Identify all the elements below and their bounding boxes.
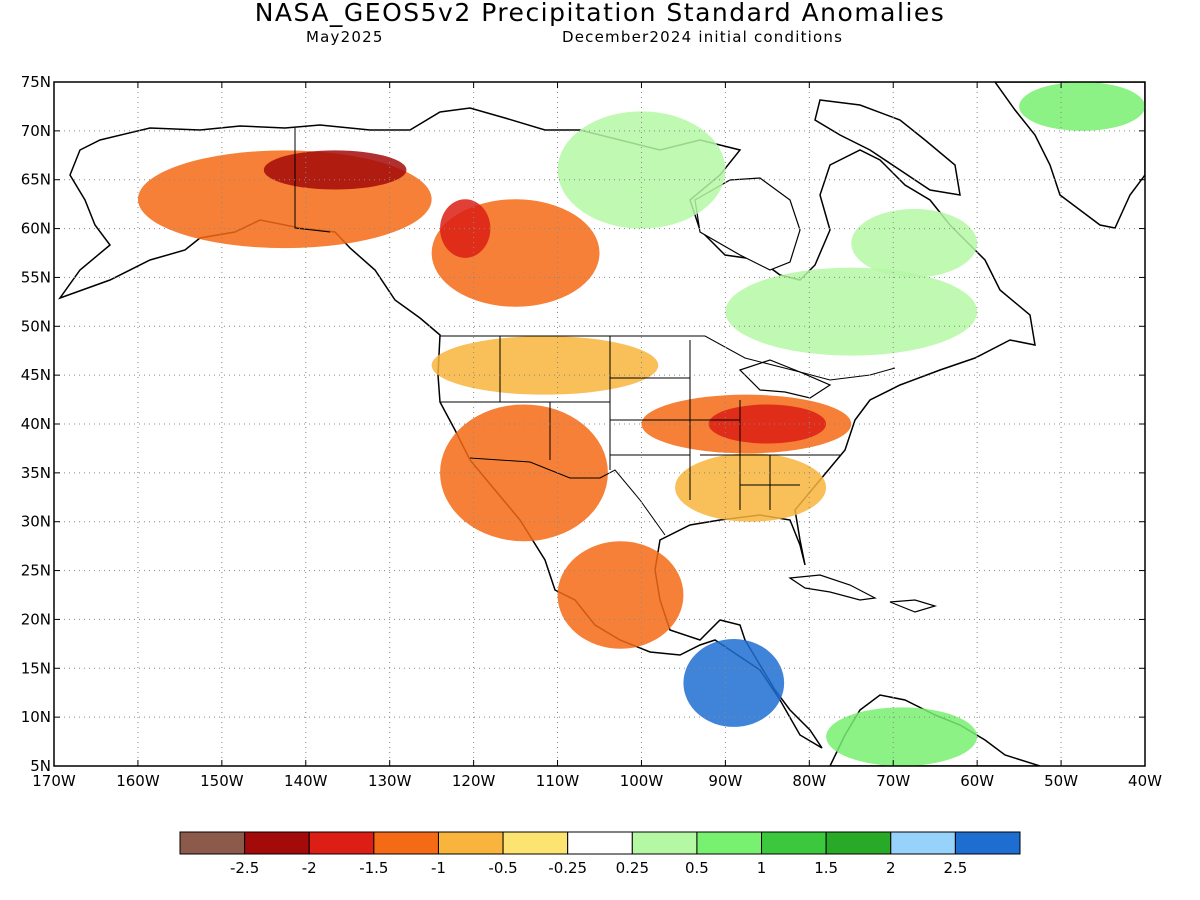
map-title: NASA_GEOS5v2 Precipitation Standard Anom… — [254, 0, 946, 27]
anomaly-region-14 — [826, 707, 978, 766]
longitude-labels: 170W 160W 150W 140W 130W 120W 110W 100W 90W 80W 70… — [32, 772, 1162, 790]
anomaly-region-1 — [263, 150, 407, 190]
plot-area — [54, 82, 1145, 766]
anomaly-region-12 — [557, 111, 726, 229]
legend-label: -2.5 — [230, 859, 259, 877]
anomaly-region-3 — [440, 199, 491, 258]
legend-label: 1 — [757, 859, 767, 877]
legend-label: 0.5 — [685, 859, 709, 877]
lat-tick-label: 70N — [21, 122, 51, 140]
legend-swatch — [308, 831, 375, 855]
anomaly-region-9 — [431, 336, 659, 395]
lon-tick-label: 130W — [368, 772, 412, 790]
lon-tick-label: 80W — [792, 772, 826, 790]
lat-tick-label: 15N — [21, 659, 51, 677]
legend-swatch — [244, 831, 310, 855]
lon-tick-label: 150W — [200, 772, 244, 790]
legend-swatch — [696, 831, 763, 855]
lat-tick-label: 5N — [30, 757, 51, 775]
lat-tick-label: 45N — [21, 366, 51, 384]
legend-swatch — [890, 831, 956, 855]
legend-swatch — [825, 831, 892, 855]
us-mexico-border — [469, 457, 666, 536]
anomaly-region-15 — [1019, 82, 1145, 131]
valid-month-label: May2025 — [306, 28, 384, 46]
legend-swatch — [954, 831, 1021, 855]
axis-ticks — [53, 81, 1146, 767]
legend-swatch — [179, 831, 246, 855]
lat-tick-label: 25N — [21, 562, 51, 580]
lat-tick-label: 30N — [21, 513, 51, 531]
lat-tick-label: 65N — [21, 171, 51, 189]
anomaly-region-7 — [708, 404, 827, 444]
legend-swatch — [761, 831, 827, 855]
lat-tick-label: 50N — [21, 317, 51, 335]
lon-tick-label: 50W — [1044, 772, 1078, 790]
great-lakes-outline — [738, 359, 832, 399]
legend-label: -1 — [431, 859, 446, 877]
lat-tick-label: 55N — [21, 268, 51, 286]
legend-swatch — [437, 831, 504, 855]
legend-swatch — [567, 831, 633, 855]
lat-tick-label: 75N — [21, 73, 51, 91]
lon-tick-label: 60W — [960, 772, 994, 790]
legend-swatch — [373, 831, 439, 855]
legend-label: 2.5 — [943, 859, 967, 877]
anomaly-region-8 — [675, 453, 827, 522]
color-legend — [179, 831, 1021, 855]
anomaly-shading — [137, 82, 1145, 766]
legend-swatch — [502, 831, 569, 855]
anomaly-region-5 — [557, 541, 684, 649]
lat-tick-label: 35N — [21, 464, 51, 482]
legend-label: 0.25 — [616, 859, 649, 877]
anomaly-region-4 — [440, 404, 608, 542]
alaska-canada-border — [294, 128, 331, 233]
legend-label: 2 — [886, 859, 896, 877]
lat-tick-label: 10N — [21, 708, 51, 726]
lon-tick-label: 160W — [116, 772, 160, 790]
cuba-outline — [788, 574, 877, 601]
lon-tick-label: 170W — [32, 772, 76, 790]
anomaly-region-11 — [851, 209, 978, 278]
lat-lon-grid — [54, 82, 1145, 766]
lon-tick-label: 70W — [876, 772, 910, 790]
lon-tick-label: 120W — [452, 772, 496, 790]
lon-tick-label: 40W — [1128, 772, 1162, 790]
lon-tick-label: 140W — [284, 772, 328, 790]
lon-tick-label: 110W — [536, 772, 580, 790]
legend-label: -0.25 — [548, 859, 587, 877]
lon-tick-label: 90W — [708, 772, 742, 790]
init-conditions-label: December2024 initial conditions — [562, 28, 844, 46]
legend-label: -1.5 — [359, 859, 388, 877]
color-legend-labels: -2.5 -2 -1.5 -1 -0.5 -0.25 0.25 0.5 1 1.5 2 2.5 — [230, 859, 967, 877]
legend-label: -2 — [302, 859, 317, 877]
legend-label: 1.5 — [814, 859, 838, 877]
lat-tick-label: 40N — [21, 415, 51, 433]
lon-tick-label: 100W — [620, 772, 664, 790]
legend-label: -0.5 — [488, 859, 517, 877]
hispaniola-outline — [889, 599, 938, 613]
us-state-lines — [440, 336, 840, 510]
anomaly-region-13 — [683, 638, 785, 727]
latitude-labels: 75N 70N 65N 60N 55N 50N 45N 40N 35N 30N 25N 20N 15N 1… — [21, 73, 51, 775]
lat-tick-label: 60N — [21, 220, 51, 238]
legend-swatch — [631, 831, 698, 855]
anomaly-region-10 — [725, 267, 978, 356]
lat-tick-label: 20N — [21, 610, 51, 628]
